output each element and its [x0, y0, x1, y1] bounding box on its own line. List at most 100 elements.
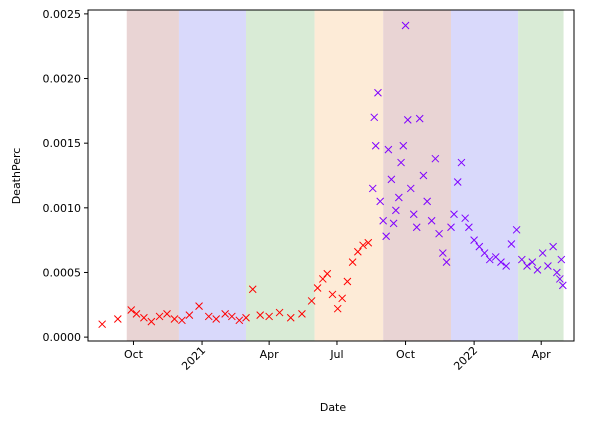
data-point-s0-35 [364, 238, 373, 247]
data-point-s1-8 [387, 175, 396, 184]
data-point-s1-26 [442, 258, 451, 266]
data-point-s0-33 [353, 247, 362, 256]
data-point-s0-5 [147, 317, 156, 326]
data-point-s0-0 [98, 320, 107, 329]
y-tick-label: 0.0015 [43, 137, 82, 150]
data-point-s1-7 [384, 145, 393, 154]
data-point-s1-48 [549, 242, 557, 251]
data-point-s0-1 [113, 315, 122, 323]
data-point-s0-30 [338, 294, 347, 303]
y-axis: 0.0000 0.0005 0.0010 0.0015 0.0020 0.0025 [43, 8, 88, 344]
x-tick-label: Oct [396, 348, 416, 361]
data-point-s1-30 [457, 158, 466, 167]
data-point-s1-36 [485, 255, 494, 264]
data-point-s1-49 [553, 268, 561, 277]
data-point-s1-2 [371, 141, 380, 150]
season-band-3 [314, 10, 384, 341]
data-point-s1-14 [401, 21, 410, 30]
x-axis-label: Date [320, 401, 347, 414]
x-tick-label: Jul [329, 348, 343, 361]
data-point-s1-46 [538, 249, 547, 257]
data-point-s1-28 [450, 210, 458, 219]
data-point-s1-33 [470, 236, 478, 245]
data-point-s1-39 [502, 262, 511, 270]
y-tick-label: 0.0010 [43, 202, 82, 215]
data-point-s1-17 [409, 210, 418, 219]
data-point-s0-3 [132, 309, 141, 318]
data-point-s1-24 [435, 229, 443, 238]
data-point-s1-23 [431, 154, 440, 163]
season-band-6 [518, 10, 564, 341]
plot-frame [87, 9, 575, 342]
data-point-s1-31 [461, 214, 470, 223]
data-point-s0-31 [343, 277, 352, 286]
data-point-s1-18 [412, 223, 421, 232]
season-band-0 [126, 10, 179, 341]
data-point-s1-13 [399, 141, 408, 150]
data-point-s0-23 [298, 309, 306, 318]
season-band-5 [451, 10, 519, 341]
data-point-s1-22 [427, 216, 436, 225]
data-point-s1-0 [368, 184, 377, 193]
season-band-4 [383, 10, 452, 341]
data-point-s1-35 [480, 249, 489, 257]
x-tick-label: Apr [260, 348, 280, 361]
data-point-s0-6 [155, 312, 164, 321]
data-point-s1-10 [391, 206, 400, 215]
data-point-s1-34 [475, 242, 484, 251]
data-point-s0-17 [242, 313, 250, 322]
data-point-s1-41 [512, 225, 521, 234]
data-point-s1-16 [406, 184, 415, 193]
season-band-2 [246, 10, 315, 341]
data-point-s0-16 [235, 316, 244, 325]
data-point-s0-15 [228, 312, 236, 321]
data-point-s0-14 [221, 309, 230, 318]
data-point-s0-7 [163, 309, 171, 318]
data-point-s0-34 [359, 241, 367, 250]
data-point-s0-13 [212, 315, 221, 323]
data-point-s0-32 [348, 258, 357, 266]
y-tick-label: 0.0025 [43, 8, 82, 21]
data-point-s1-44 [528, 258, 537, 266]
x-tick-label: Apr [532, 348, 552, 361]
data-point-s1-5 [379, 216, 388, 225]
data-point-s1-19 [415, 114, 424, 123]
data-point-s1-51 [557, 255, 566, 264]
data-point-s1-21 [423, 197, 432, 206]
data-point-s0-11 [195, 302, 203, 310]
data-point-s1-3 [374, 88, 382, 97]
data-point-s1-12 [397, 158, 405, 167]
data-point-s0-20 [265, 312, 273, 321]
data-point-s1-4 [376, 197, 385, 206]
data-point-s1-38 [497, 258, 505, 266]
data-point-s1-47 [544, 262, 552, 270]
data-point-s1-15 [403, 116, 412, 124]
data-point-s1-27 [447, 223, 455, 232]
data-point-s0-4 [140, 313, 148, 322]
season-bands [126, 10, 564, 341]
data-point-s1-11 [394, 193, 403, 202]
data-point-s1-25 [438, 249, 447, 257]
data-point-s0-24 [307, 297, 316, 305]
data-point-s0-28 [328, 290, 337, 299]
data-point-s1-50 [555, 275, 564, 283]
data-point-s0-2 [127, 306, 136, 314]
x-tick-label: Oct [124, 348, 144, 361]
data-point-s1-32 [465, 223, 473, 232]
data-point-s1-9 [389, 219, 398, 228]
data-point-s1-6 [382, 232, 391, 241]
data-point-s1-43 [523, 262, 531, 270]
data-points [98, 21, 567, 329]
data-point-s0-29 [333, 304, 342, 313]
data-point-s1-20 [419, 171, 428, 180]
data-point-s0-12 [204, 312, 213, 321]
data-point-s1-42 [517, 255, 526, 264]
data-point-s1-40 [507, 240, 516, 248]
data-point-s1-29 [453, 178, 462, 186]
data-point-s0-21 [275, 308, 284, 317]
data-point-s0-25 [313, 284, 322, 292]
y-axis-label: DeathPerc [10, 148, 23, 205]
data-point-s0-9 [178, 316, 186, 325]
season-band-1 [178, 10, 247, 341]
